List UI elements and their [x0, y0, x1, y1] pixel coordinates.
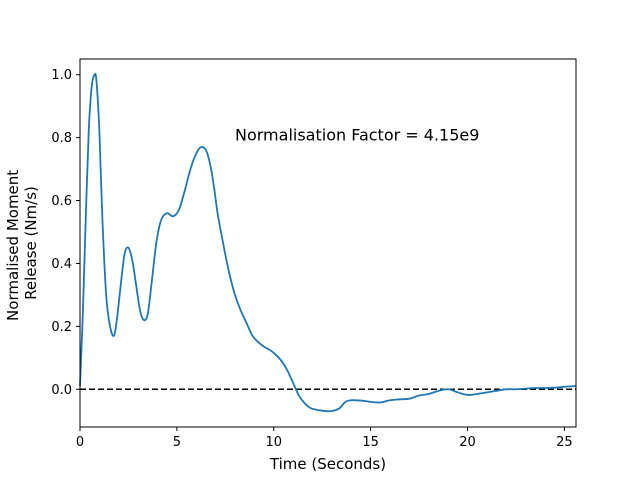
x-tick-label: 10 — [265, 435, 282, 450]
y-axis-title-line-1: Normalised Moment — [4, 170, 22, 321]
y-axis-title: Normalised Moment Release (Nm/s) — [4, 165, 40, 321]
y-tick-label: 0.8 — [51, 131, 72, 146]
y-tick-label: 0.2 — [51, 320, 72, 335]
x-tick-label: 25 — [556, 435, 573, 450]
x-axis-title: Time (Seconds) — [269, 455, 386, 473]
ticks-layer: 0 5 10 15 20 25 0.0 0.2 0.4 0.6 0.8 1.0 — [51, 68, 572, 450]
x-tick-label: 15 — [362, 435, 379, 450]
x-tick-label: 5 — [173, 435, 181, 450]
y-tick-label: 0.4 — [51, 257, 72, 272]
y-tick-label: 0.6 — [51, 194, 72, 209]
moment-release-series-line — [79, 72, 577, 413]
x-tick-label: 0 — [76, 435, 84, 450]
y-axis-title-line-2: Release (Nm/s) — [22, 186, 40, 300]
y-tick-label: 0.0 — [51, 383, 72, 398]
x-tick-label: 20 — [459, 435, 476, 450]
series-layer — [79, 72, 577, 413]
annotation-text: Normalisation Factor = 4.15e9 — [235, 125, 479, 144]
plot-frame — [79, 58, 577, 428]
y-tick-label: 1.0 — [51, 68, 72, 83]
